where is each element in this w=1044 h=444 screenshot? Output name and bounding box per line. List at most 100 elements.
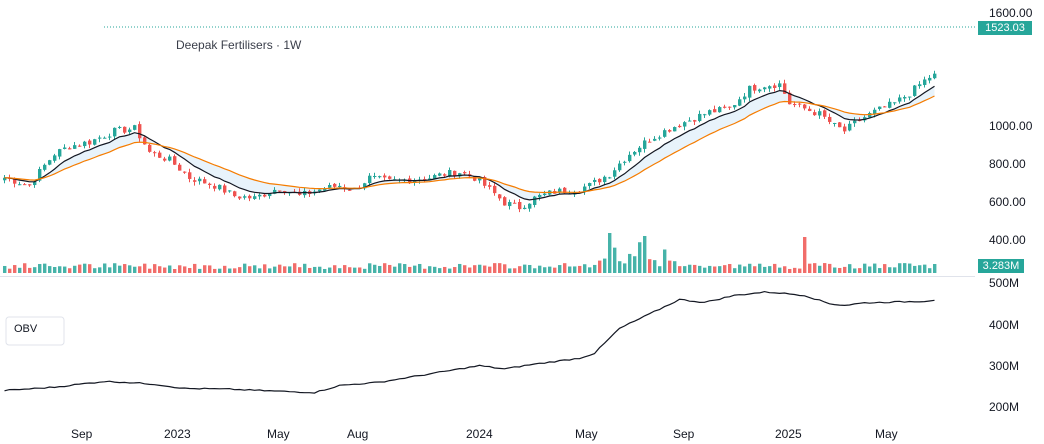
candle-body [218,184,222,190]
volume-bar [203,265,207,273]
candle-body [638,147,642,153]
volume-bar [18,267,22,273]
volume-bar [133,266,137,273]
time-tick: 2025 [775,427,802,441]
candle-body [28,184,32,186]
candle-body [378,176,382,178]
volume-bar [563,263,567,273]
volume-bar [858,268,862,273]
candle-body [208,183,212,186]
candle-body [333,183,337,187]
volume-bar [903,263,907,273]
volume-bar [118,265,122,273]
volume-bar [283,266,287,273]
volume-bar [558,265,562,273]
candle-body [423,179,427,181]
candle-body [758,89,762,92]
volume-bar [143,263,147,273]
last-price-badge: 1523.03 [978,21,1032,35]
volume-bar [648,259,652,273]
volume-bar [503,264,507,273]
price-axis[interactable]: 1600.00 1000.00 800.00 600.00 400.00 [989,6,1033,247]
volume-bar [868,266,872,273]
volume-bar [513,268,517,273]
volume-bar [173,268,177,273]
candle-body [433,175,437,179]
volume-bar [808,263,812,273]
candle-body [458,173,462,177]
volume-bar [693,264,697,273]
time-axis[interactable]: Sep 2023 May Aug 2024 May Sep 2025 May [71,427,898,441]
price-tick: 600.00 [989,195,1026,209]
candle-body [383,175,387,178]
volume-bar [798,268,802,273]
volume-bar [288,266,292,273]
volume-bar [468,267,472,273]
volume-bar [423,268,427,273]
volume-bar [163,267,167,273]
volume-bar [778,267,782,273]
candle-body [373,175,377,177]
volume-bar [23,263,27,273]
volume-bar [388,264,392,273]
candle-body [223,185,227,193]
candle-body [123,126,127,133]
obv-pane[interactable] [4,290,935,394]
candle-body [348,189,352,191]
volume-bar [243,263,247,273]
volume-bar [108,267,112,273]
candle-body [823,110,827,117]
candle-body [588,183,592,187]
volume-bar [158,266,162,273]
volume-bar [753,266,757,273]
candle-body [653,138,657,141]
candle-body [253,196,257,199]
volume-bar [273,266,277,273]
volume-bar [523,264,527,273]
candle-body [868,113,872,118]
volume-bar [703,267,707,273]
candle-body [618,163,622,171]
candle-body [338,185,342,188]
obv-indicator-label[interactable]: OBV [14,323,38,335]
volume-bar [888,267,892,273]
candle-body [68,148,72,150]
candle-body [773,85,777,88]
candle-body [138,124,142,139]
volume-bar [473,265,477,273]
volume-bar [38,264,42,273]
candle-body [163,158,167,161]
volume-bar [863,263,867,273]
candle-body [818,111,822,116]
volume-bar [238,267,242,273]
candle-body [248,195,252,199]
candle-body [763,87,767,90]
volume-bar [323,268,327,273]
volume-bar [403,264,407,273]
price-pane[interactable] [3,26,975,273]
volume-bar [673,261,677,273]
candle-body [673,127,677,132]
volume-bar [553,267,557,273]
candle-body [368,175,372,184]
candle-body [593,179,597,182]
candle-body [613,170,617,177]
candle-body [363,183,367,189]
volume-bar [168,265,172,273]
candle-body [63,147,67,149]
candle-body [3,177,7,181]
candle-body [498,194,502,199]
obv-axis[interactable]: 500M 400M 300M 200M [989,276,1019,414]
candle-body [323,188,327,191]
time-tick: May [575,427,598,441]
volume-bar [613,247,617,273]
volume-bar [593,264,597,273]
candle-body [718,107,722,113]
volume-bar [618,261,622,273]
candle-body [523,207,527,210]
volume-bar [318,266,322,273]
last-volume-badge: 3.283M [978,259,1024,273]
candle-body [258,194,262,197]
volume-bar [333,265,337,273]
